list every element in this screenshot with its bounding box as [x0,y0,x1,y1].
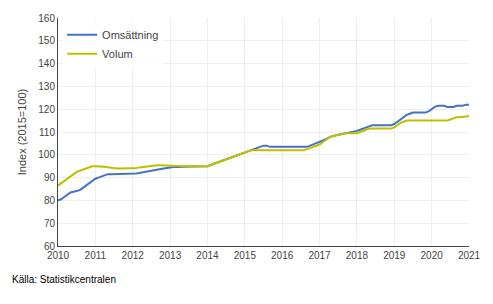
svg-text:120: 120 [38,104,55,115]
svg-text:Källa: Statistikcentralen: Källa: Statistikcentralen [12,274,116,285]
svg-text:80: 80 [44,195,56,206]
svg-text:2020: 2020 [421,250,444,261]
svg-text:2013: 2013 [159,250,182,261]
svg-text:70: 70 [44,218,56,229]
svg-text:2017: 2017 [308,250,331,261]
svg-text:2015: 2015 [234,250,257,261]
svg-text:130: 130 [38,81,55,92]
svg-text:2016: 2016 [271,250,294,261]
svg-text:Index (2015=100): Index (2015=100) [16,89,28,176]
svg-text:110: 110 [39,127,55,138]
svg-text:140: 140 [38,58,55,69]
svg-text:2018: 2018 [346,250,369,261]
svg-text:2012: 2012 [122,250,145,261]
svg-text:2021: 2021 [458,250,481,261]
svg-text:2010: 2010 [47,250,70,261]
svg-text:100: 100 [38,149,55,160]
svg-text:Volum: Volum [102,48,133,60]
svg-text:2011: 2011 [85,250,107,261]
svg-text:90: 90 [44,172,56,183]
svg-text:Omsättning: Omsättning [102,29,158,41]
svg-text:2019: 2019 [383,250,406,261]
svg-text:160: 160 [38,13,55,24]
svg-text:60: 60 [44,241,56,252]
svg-text:150: 150 [38,35,55,46]
svg-text:2014: 2014 [196,250,219,261]
